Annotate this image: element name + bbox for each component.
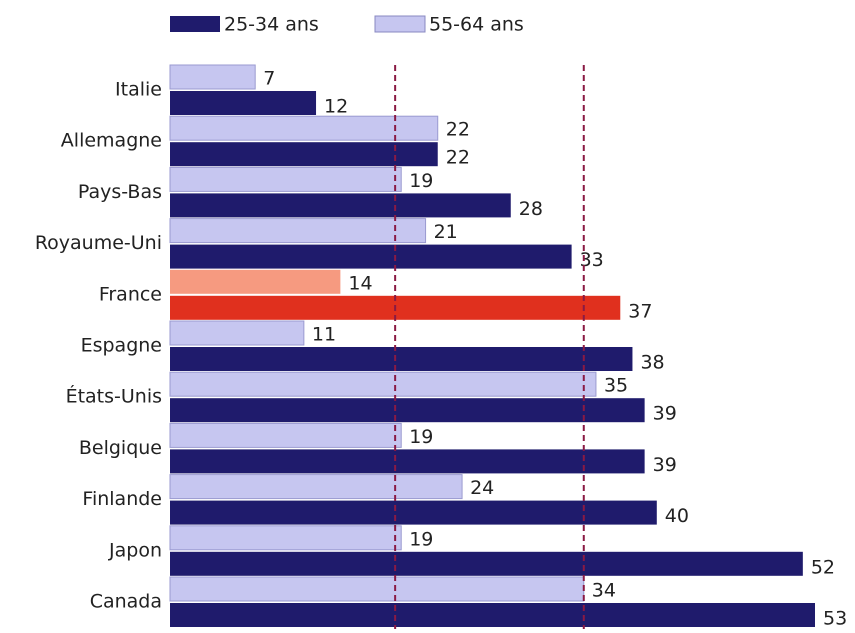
value-label: 28 (519, 198, 543, 220)
value-label: 19 (409, 170, 433, 192)
category-label: Japon (108, 539, 162, 561)
bar (170, 193, 511, 218)
bar (169, 320, 305, 346)
bar (170, 398, 645, 423)
bar (169, 576, 585, 602)
value-label: 14 (348, 272, 372, 294)
bar (169, 474, 463, 500)
category-label: Belgique (79, 437, 162, 459)
value-label: 34 (592, 580, 616, 602)
value-label: 33 (580, 249, 604, 271)
value-label: 37 (628, 300, 652, 322)
value-label: 11 (312, 324, 336, 346)
category-label: Italie (115, 79, 162, 101)
legend-label: 25-34 ans (224, 14, 319, 36)
value-label: 38 (640, 352, 664, 374)
legend-swatch (374, 15, 426, 33)
legend-label: 55-64 ans (429, 14, 524, 36)
category-label: France (99, 283, 162, 305)
category-label: Royaume-Uni (35, 232, 162, 254)
bar (170, 449, 645, 474)
value-label: 22 (446, 147, 470, 169)
bar (169, 371, 597, 397)
value-label: 24 (470, 477, 494, 499)
bar (170, 500, 657, 525)
bar (170, 91, 317, 115)
bar (170, 269, 341, 294)
value-label: 7 (263, 68, 275, 90)
category-label: Espagne (81, 335, 162, 357)
bar (169, 422, 402, 448)
bar (170, 347, 633, 371)
value-label: 52 (811, 556, 835, 578)
category-label: États-Unis (66, 385, 162, 408)
value-label: 12 (324, 96, 348, 118)
bar (170, 551, 803, 576)
bar (170, 244, 572, 269)
bar (170, 603, 815, 627)
value-label: 19 (409, 528, 433, 550)
category-label: Finlande (82, 488, 162, 510)
legend-swatch (170, 16, 220, 32)
category-label: Pays-Bas (78, 181, 162, 203)
value-label: 19 (409, 426, 433, 448)
bar (169, 166, 402, 192)
value-label: 35 (604, 375, 628, 397)
bar (169, 64, 256, 90)
category-label: Allemagne (61, 130, 162, 152)
bar (169, 525, 402, 551)
value-label: 22 (446, 119, 470, 141)
value-label: 21 (434, 221, 458, 243)
category-label: Canada (90, 591, 162, 613)
bar (169, 218, 427, 244)
value-label: 53 (823, 608, 847, 630)
value-label: 39 (653, 454, 677, 476)
value-label: 40 (665, 505, 689, 527)
bar (169, 115, 439, 141)
bar (170, 142, 438, 167)
value-label: 39 (653, 403, 677, 425)
